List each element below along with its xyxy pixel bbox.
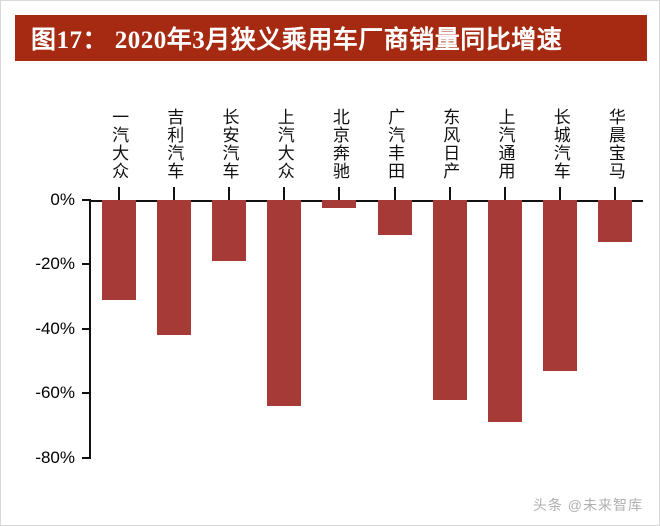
y-axis-tick-label: -60% [35,383,75,403]
x-axis-category-label: 长城汽车 [550,108,570,180]
figure-title-band: 图17： 2020年3月狭义乘用车厂商销量同比增速 [15,15,647,61]
bar-group[interactable]: 广汽丰田 [367,61,422,525]
bar[interactable] [156,200,191,336]
bar[interactable] [322,200,357,209]
x-axis-tick-mark [172,187,175,200]
x-axis-tick-mark [614,187,617,200]
x-axis-tick-mark [448,187,451,200]
x-axis-tick-mark [227,187,230,200]
bar-group[interactable]: 长安汽车 [201,61,256,525]
x-axis-category-label: 北京奔驰 [329,108,349,180]
x-axis-category-label: 上汽大众 [274,108,294,180]
y-axis-tick-label: -40% [35,318,75,338]
y-axis-tick-label: -20% [35,254,75,274]
x-axis-tick-mark [117,187,120,200]
bar[interactable] [432,200,467,400]
bar-series: 一汽大众 吉利汽车 长安汽车 上汽大众 北京奔驰 广汽丰田 东风日产 上汽通用 长城汽车 华晨宝马 [91,61,643,525]
bar-group[interactable]: 北京奔驰 [312,61,367,525]
bar-group[interactable]: 上汽通用 [477,61,532,525]
x-axis-category-label: 长安汽车 [219,108,239,180]
x-axis-category-label: 华晨宝马 [605,108,625,180]
bar[interactable] [543,200,578,371]
x-axis-category-label: 东风日产 [440,108,460,180]
y-axis-tick-mark [82,199,91,201]
y-axis-tick-mark [82,327,91,330]
bar-group[interactable]: 长城汽车 [533,61,588,525]
y-axis-tick-label: 0% [50,190,75,209]
y-axis-tick-label: -80% [35,447,75,467]
bar[interactable] [377,200,412,236]
bar-group[interactable]: 上汽大众 [257,61,312,525]
page-title: 图17： 2020年3月狭义乘用车厂商销量同比增速 [31,27,563,54]
bar-group[interactable]: 一汽大众 [91,61,146,525]
bar[interactable] [598,200,633,242]
y-axis-tick-mark [82,456,91,459]
bar[interactable] [211,200,246,262]
bar-group[interactable]: 东风日产 [422,61,477,525]
x-axis-tick-mark [503,187,506,200]
x-axis-category-label: 吉利汽车 [164,108,184,180]
x-axis-category-label: 上汽通用 [495,108,515,180]
zero-baseline [89,200,643,202]
y-axis-tick-mark [82,392,91,395]
plot-area: 0% -20% -40% -60% -80% 一汽大众 吉利汽车 长安汽车 上汽大众 北京奔驰 广… [1,61,659,525]
x-axis-tick-mark [393,187,396,200]
bar-group[interactable]: 吉利汽车 [146,61,201,525]
x-axis-category-label: 一汽大众 [109,108,129,180]
bar[interactable] [101,200,136,300]
x-axis-category-label: 广汽丰田 [385,108,405,180]
y-axis-tick-mark [82,263,91,266]
bar[interactable] [487,200,522,423]
x-axis-tick-mark [283,187,286,200]
y-axis-labels: 0% -20% -40% -60% -80% [13,61,75,525]
x-axis-tick-mark [338,187,341,200]
watermark: 头条 @未来智库 [532,497,643,513]
x-axis-tick-mark [559,187,562,200]
bar-group[interactable]: 华晨宝马 [588,61,643,525]
bar[interactable] [267,200,302,407]
